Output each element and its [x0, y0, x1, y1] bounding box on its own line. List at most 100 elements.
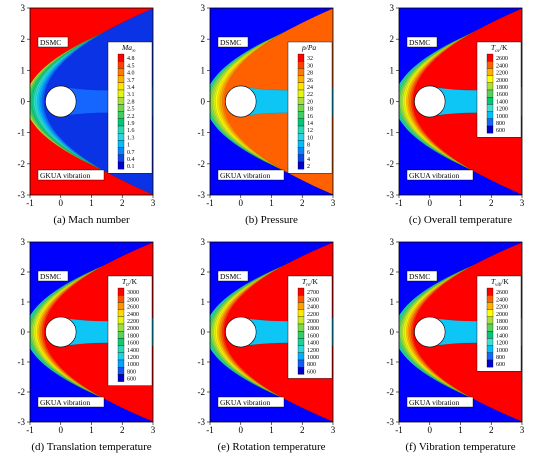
colorbar-level-label: 3.7: [127, 78, 135, 84]
colorbar-swatch: [297, 345, 305, 353]
panel-caption: (a) Mach number: [53, 214, 130, 226]
colorbar-swatch: [486, 359, 494, 368]
colorbar-swatch: [297, 118, 305, 127]
colorbar-level-label: 2400: [307, 305, 319, 311]
colorbar-swatch: [117, 345, 125, 353]
gkua-tag: GKUA vibration: [220, 398, 270, 407]
y-tick-label: -2: [18, 159, 26, 169]
colorbar-swatch: [117, 367, 125, 375]
colorbar-swatch: [297, 125, 305, 134]
colorbar-swatch: [117, 118, 125, 127]
y-tick-label: 2: [390, 34, 395, 44]
dsmc-tag-box: [406, 270, 438, 282]
gkua-tag-box: [406, 169, 474, 181]
x-tick-label: 0: [428, 198, 433, 208]
colorbar-level-label: 1800: [307, 326, 319, 332]
colorbar-box: [476, 275, 522, 372]
colorbar-swatch: [117, 82, 125, 91]
colorbar-level-label: 1000: [496, 348, 508, 354]
colorbar-level-label: 22: [307, 92, 313, 98]
y-tick-label: -3: [387, 417, 395, 427]
y-tick-label: -1: [387, 128, 395, 138]
x-tick-label: -1: [206, 198, 214, 208]
colorbar-swatch: [486, 287, 494, 296]
gkua-tag: GKUA vibration: [40, 398, 90, 407]
colorbar-level-label: 0.4: [127, 157, 135, 163]
colorbar-box: [287, 41, 333, 174]
colorbar-swatch: [486, 295, 494, 303]
colorbar-level-label: 1.3: [127, 135, 135, 141]
gkua-tag-box: [217, 396, 285, 408]
colorbar-swatch: [486, 97, 494, 105]
colorbar-swatch: [117, 287, 125, 296]
colorbar-swatch: [117, 302, 125, 310]
colorbar-swatch: [297, 316, 305, 325]
y-tick-label: -1: [18, 357, 26, 367]
colorbar-level-label: 32: [307, 56, 313, 62]
colorbar-swatch: [486, 61, 494, 69]
y-tick-label: -2: [198, 159, 206, 169]
y-tick-label: -2: [387, 159, 395, 169]
x-tick-label: 2: [120, 425, 125, 435]
colorbar-level-label: 2400: [496, 63, 508, 69]
colorbar-level-label: 2.8: [127, 99, 135, 105]
x-tick-label: 2: [120, 198, 125, 208]
y-tick-label: -3: [198, 190, 206, 200]
colorbar-level-label: 1400: [127, 348, 139, 354]
colorbar-swatch: [117, 295, 125, 303]
colorbar-swatch: [117, 374, 125, 382]
colorbar-swatch: [486, 89, 494, 98]
y-tick-label: 1: [201, 297, 206, 307]
colorbar-swatch: [486, 323, 494, 332]
y-tick-label: 0: [390, 327, 395, 337]
colorbar-swatch: [486, 316, 494, 325]
colorbar-level-label: 30: [307, 63, 313, 69]
y-tick-label: 3: [201, 237, 206, 247]
colorbar-swatch: [297, 147, 305, 155]
x-tick-label: 1: [89, 425, 94, 435]
colorbar-level-label: 1600: [127, 341, 139, 347]
colorbar-swatch: [297, 53, 305, 62]
y-tick-label: 0: [201, 327, 206, 337]
colorbar-level-label: 4: [307, 157, 310, 163]
colorbar-level-label: 1400: [496, 333, 508, 339]
y-tick-label: -1: [198, 128, 206, 138]
dsmc-tag-box: [37, 36, 69, 48]
colorbar-level-label: 2400: [496, 297, 508, 303]
dsmc-tag: DSMC: [409, 272, 430, 281]
colorbar-swatch: [486, 53, 494, 62]
colorbar-swatch: [117, 359, 125, 368]
x-tick-label: 0: [239, 198, 244, 208]
colorbar-level-label: 4.5: [127, 63, 135, 69]
x-tick-label: 3: [331, 425, 336, 435]
colorbar-swatch: [297, 75, 305, 83]
y-tick-label: -1: [198, 357, 206, 367]
colorbar-swatch: [486, 345, 494, 353]
colorbar-level-label: 2700: [307, 290, 319, 296]
colorbar-level-label: 18: [307, 107, 313, 113]
colorbar-level-label: 2.2: [127, 114, 135, 120]
y-tick-label: -3: [198, 417, 206, 427]
colorbar-level-label: 28: [307, 71, 313, 77]
colorbar-swatch: [117, 309, 125, 317]
cylinder-body: [225, 316, 257, 348]
dsmc-tag: DSMC: [40, 38, 61, 47]
y-tick-label: -2: [198, 387, 206, 397]
panel-1: -1 0 1 2 3 3 2 1 0 -1 -2 -3 DSMC GKUA vibration Ma∞ 4.8…: [18, 3, 156, 226]
colorbar-level-label: 2200: [496, 71, 508, 77]
colorbar-box: [476, 41, 522, 138]
y-tick-label: -3: [387, 190, 395, 200]
colorbar-swatch: [297, 302, 305, 310]
colorbar-level-label: 2800: [127, 297, 139, 303]
colorbar-swatch: [486, 82, 494, 91]
panel-6: -1 0 1 2 3 3 2 1 0 -1 -2 -3 DSMC GKUA vibration Tvib/K…: [387, 237, 525, 453]
dsmc-tag: DSMC: [409, 38, 430, 47]
x-tick-label: 1: [89, 198, 94, 208]
colorbar-swatch: [297, 104, 305, 112]
colorbar-swatch: [486, 68, 494, 76]
x-tick-label: 2: [300, 425, 305, 435]
colorbar-swatch: [297, 331, 305, 339]
y-tick-label: -2: [18, 387, 26, 397]
colorbar-level-label: 2000: [496, 312, 508, 318]
